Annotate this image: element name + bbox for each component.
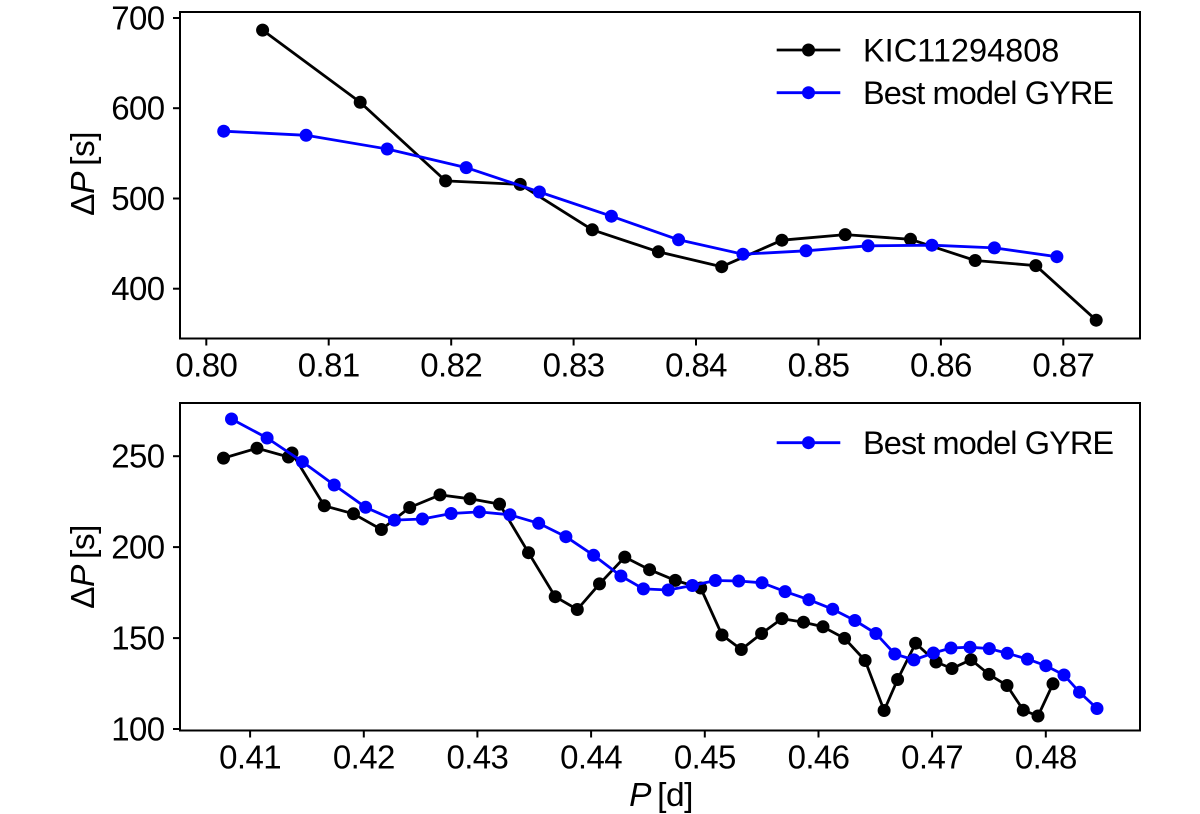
svg-text:0.86: 0.86 [910,346,972,383]
svg-text:0.81: 0.81 [298,346,360,383]
svg-text:Best model GYRE: Best model GYRE [863,425,1113,461]
svg-text:0.44: 0.44 [560,738,622,775]
svg-text:700: 700 [111,0,165,37]
svg-text:0.43: 0.43 [446,738,508,775]
svg-text:600: 600 [111,90,165,127]
svg-text:0.41: 0.41 [219,738,281,775]
svg-text:P [d]: P [d] [629,777,693,814]
svg-text:0.48: 0.48 [1015,738,1077,775]
svg-text:Best model GYRE: Best model GYRE [863,75,1113,111]
svg-text:200: 200 [111,529,165,566]
svg-text:150: 150 [111,620,165,657]
svg-text:0.46: 0.46 [788,738,850,775]
svg-text:400: 400 [111,270,165,307]
svg-text:0.80: 0.80 [175,346,237,383]
svg-text:250: 250 [111,438,165,475]
svg-text:KIC11294808: KIC11294808 [863,33,1059,69]
svg-text:0.42: 0.42 [333,738,395,775]
svg-text:0.82: 0.82 [420,346,482,383]
svg-text:0.47: 0.47 [901,738,963,775]
svg-text:0.85: 0.85 [788,346,850,383]
svg-text:ΔP [s]: ΔP [s] [65,525,102,609]
svg-text:0.83: 0.83 [543,346,605,383]
svg-text:0.45: 0.45 [674,738,736,775]
svg-text:100: 100 [111,711,165,748]
svg-text:0.84: 0.84 [665,346,727,383]
svg-text:ΔP [s]: ΔP [s] [65,132,102,216]
svg-text:500: 500 [111,180,165,217]
svg-text:0.87: 0.87 [1032,346,1094,383]
